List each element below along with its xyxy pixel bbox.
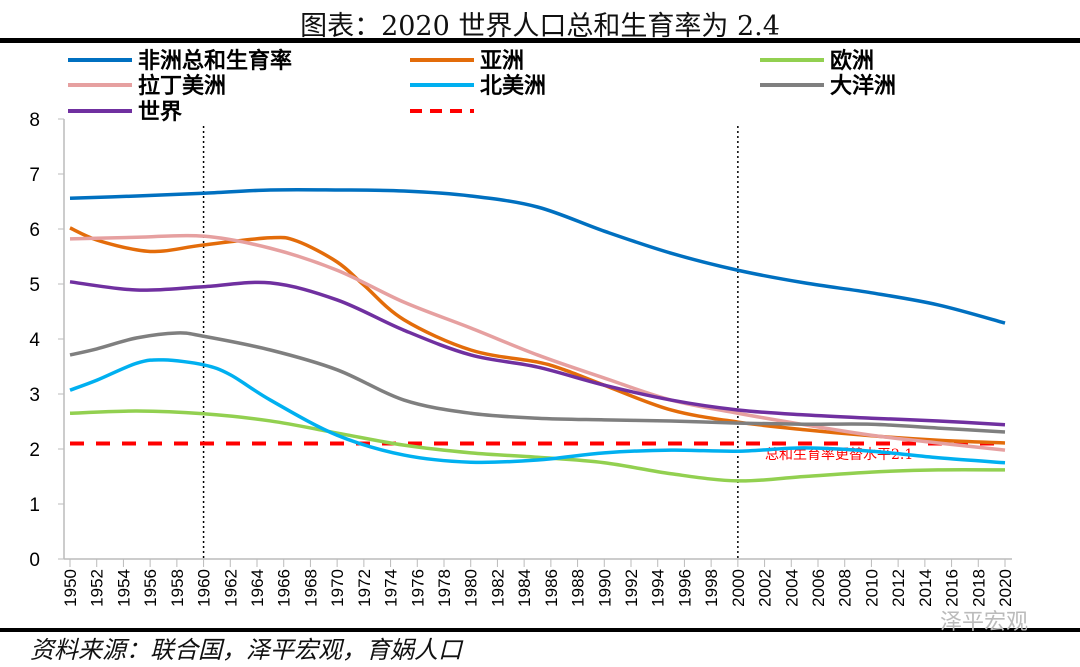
x-tick-label: 1962 bbox=[221, 569, 240, 607]
x-tick-label: 1968 bbox=[301, 569, 320, 607]
x-tick-label: 1974 bbox=[382, 569, 401, 607]
x-tick-label: 2014 bbox=[916, 569, 935, 607]
x-tick-label: 1984 bbox=[515, 569, 534, 607]
x-tick-label: 1982 bbox=[488, 569, 507, 607]
x-tick-label: 1978 bbox=[435, 569, 454, 607]
legend-label: 大洋洲 bbox=[830, 73, 896, 99]
x-tick-label: 2012 bbox=[889, 569, 908, 607]
x-tick-label: 2008 bbox=[836, 569, 855, 607]
x-tick-label: 1980 bbox=[462, 569, 481, 607]
x-tick-label: 1986 bbox=[542, 569, 561, 607]
legend-label: 欧洲 bbox=[830, 48, 874, 74]
y-tick-label: 4 bbox=[29, 330, 40, 351]
y-tick-label: 1 bbox=[29, 495, 40, 516]
series-line-3 bbox=[69, 233, 1006, 452]
legend-label: 拉丁美洲 bbox=[138, 73, 226, 99]
x-tick-label: 1988 bbox=[569, 569, 588, 607]
y-tick-label: 5 bbox=[29, 275, 40, 296]
x-tick-label: 2016 bbox=[943, 569, 962, 607]
series-line-2 bbox=[69, 409, 1006, 483]
y-tick-label: 7 bbox=[29, 165, 40, 186]
x-tick-label: 1970 bbox=[328, 569, 347, 607]
x-tick-label: 2002 bbox=[756, 569, 775, 607]
y-tick-label: 8 bbox=[29, 110, 40, 131]
x-tick-label: 1954 bbox=[114, 569, 133, 607]
x-tick-label: 1992 bbox=[622, 569, 641, 607]
x-tick-label: 2004 bbox=[782, 569, 801, 607]
x-tick-label: 1964 bbox=[248, 569, 267, 607]
x-tick-label: 1950 bbox=[61, 569, 80, 607]
legend-label: 世界 bbox=[138, 100, 182, 125]
x-tick-label: 2018 bbox=[969, 569, 988, 607]
chart-title: 图表：2020 世界人口总和生育率为 2.4 bbox=[300, 11, 780, 42]
x-tick-label: 1996 bbox=[675, 569, 694, 607]
watermark: 泽平宏观 bbox=[940, 610, 1029, 635]
y-tick-label: 0 bbox=[29, 550, 40, 571]
x-tick-label: 1998 bbox=[702, 569, 721, 607]
series-line-5 bbox=[69, 331, 1006, 434]
x-tick-label: 2010 bbox=[862, 569, 881, 607]
x-tick-label: 1952 bbox=[88, 569, 107, 607]
x-tick-label: 1956 bbox=[141, 569, 160, 607]
x-tick-label: 2006 bbox=[809, 569, 828, 607]
x-tick-label: 1994 bbox=[649, 569, 668, 607]
footer-divider bbox=[0, 628, 1080, 632]
x-tick-label: 1958 bbox=[168, 569, 187, 607]
x-tick-label: 1990 bbox=[595, 569, 614, 607]
series-line-1 bbox=[69, 226, 1006, 445]
y-tick-label: 6 bbox=[29, 220, 40, 241]
legend-label: 非洲总和生育率 bbox=[138, 48, 292, 74]
series-line-4 bbox=[69, 358, 1006, 465]
x-tick-label: 2020 bbox=[996, 569, 1015, 607]
source-note: 资料来源：联合国，泽平宏观，育娲人口 bbox=[30, 636, 462, 664]
series-line-0 bbox=[69, 187, 1006, 325]
x-tick-label: 1966 bbox=[275, 569, 294, 607]
series-line-6 bbox=[69, 280, 1006, 427]
x-tick-label: 1960 bbox=[195, 569, 214, 607]
x-tick-label: 1976 bbox=[408, 569, 427, 607]
title-divider bbox=[0, 38, 1080, 43]
x-tick-label: 1972 bbox=[355, 569, 374, 607]
y-tick-label: 2 bbox=[29, 440, 40, 461]
x-tick-label: 2000 bbox=[729, 569, 748, 607]
y-tick-label: 3 bbox=[29, 385, 40, 406]
legend-label: 亚洲 bbox=[480, 49, 524, 74]
legend-label: 北美洲 bbox=[480, 73, 546, 99]
